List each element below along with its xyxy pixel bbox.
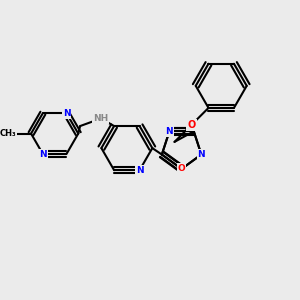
Text: O: O [188, 120, 196, 130]
Text: N: N [166, 127, 173, 136]
Text: CH₃: CH₃ [0, 129, 16, 138]
Text: O: O [178, 164, 185, 173]
Text: N: N [63, 109, 70, 118]
Text: N: N [197, 150, 205, 159]
Text: N: N [136, 166, 143, 175]
Text: N: N [39, 149, 47, 158]
Text: NH: NH [93, 114, 109, 123]
